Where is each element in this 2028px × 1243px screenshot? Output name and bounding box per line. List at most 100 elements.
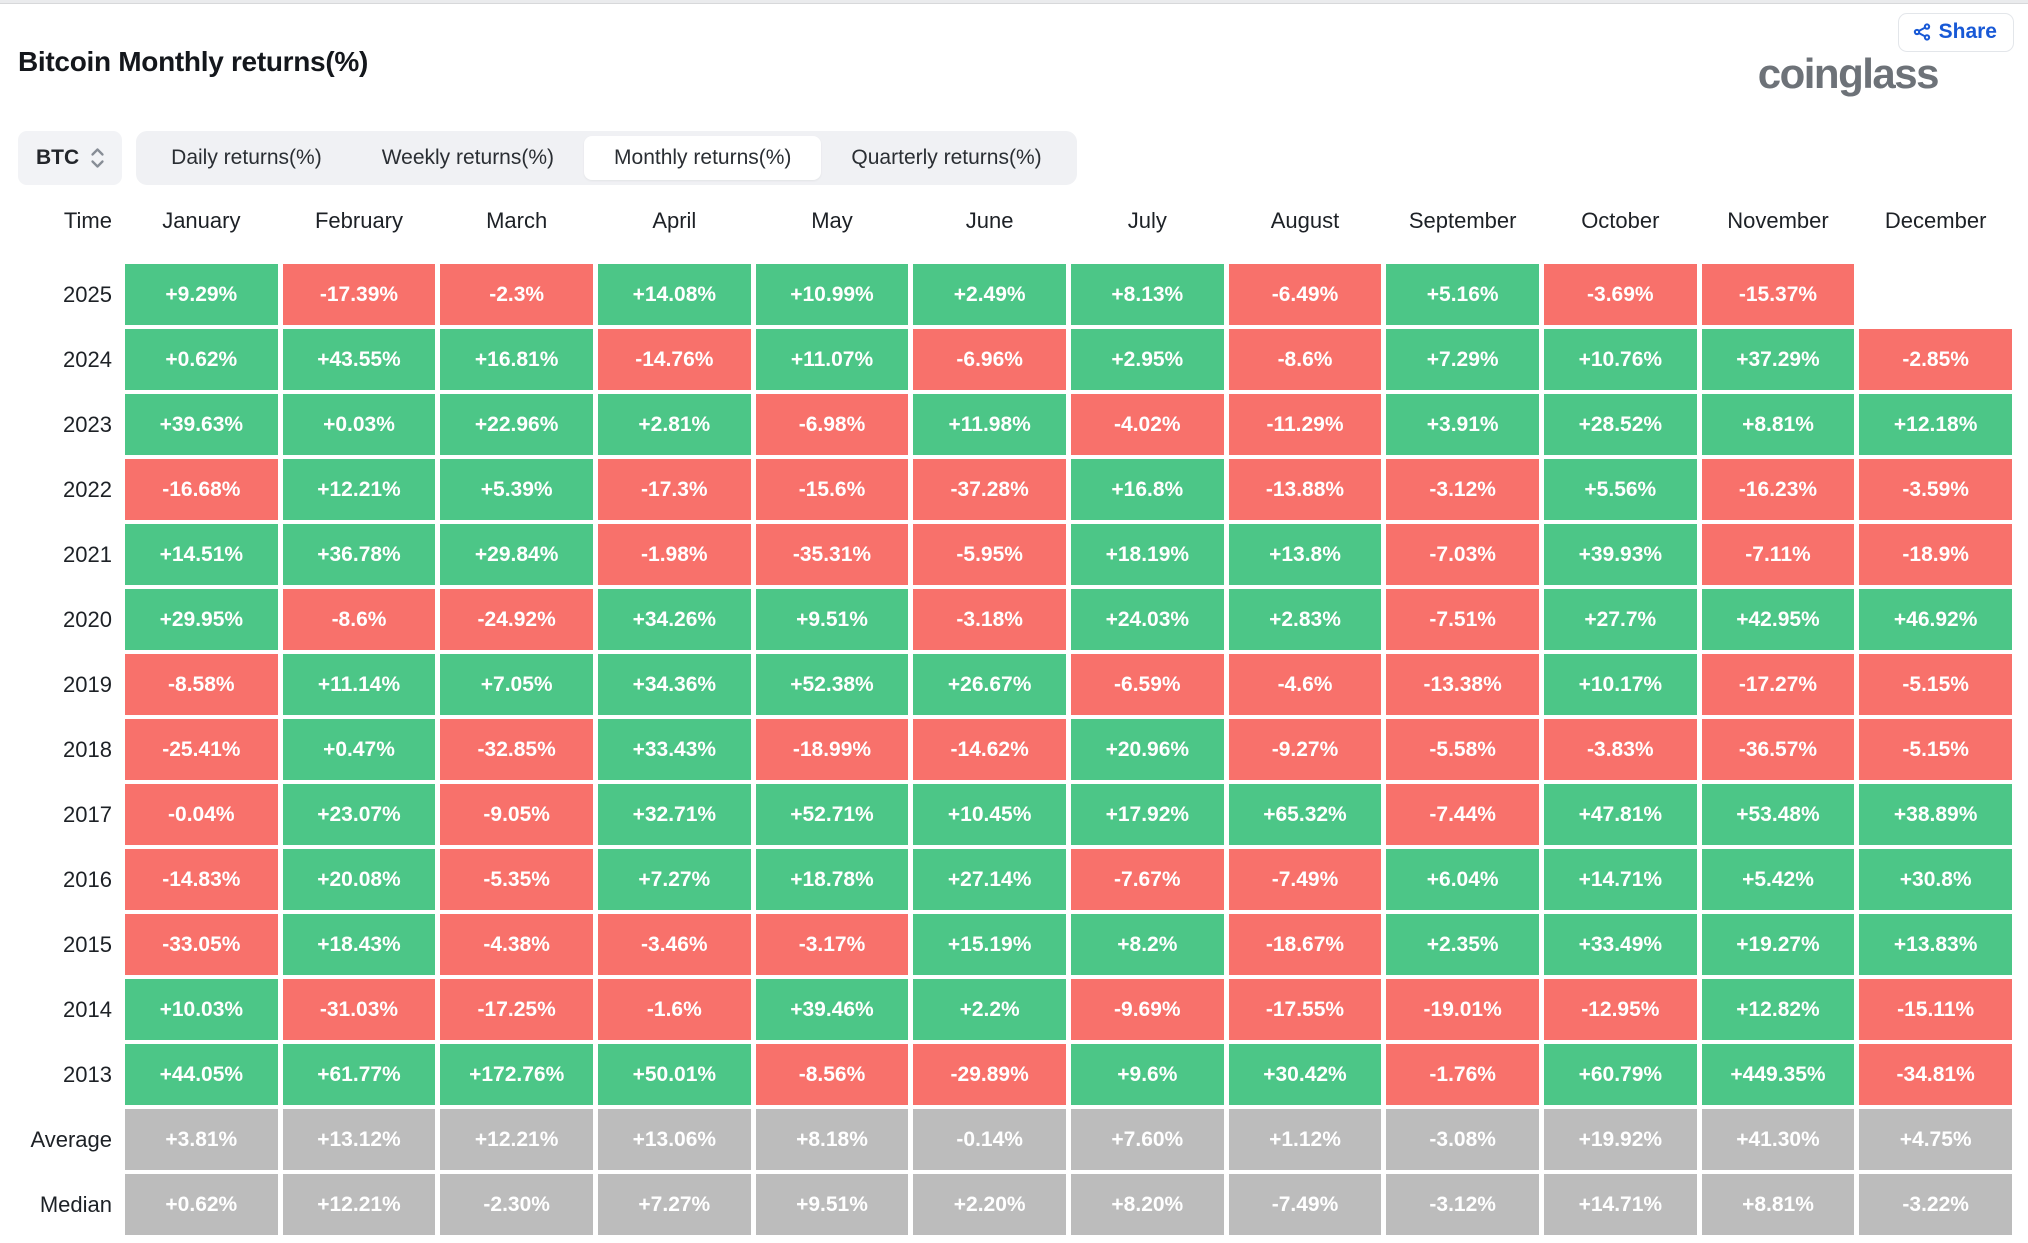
return-cell: +10.17% xyxy=(1544,654,1697,715)
return-cell: -13.38% xyxy=(1386,654,1539,715)
return-cell: +34.26% xyxy=(598,589,751,650)
column-header-april: April xyxy=(652,208,697,233)
return-cell: +4.75% xyxy=(1859,1109,2012,1170)
return-cell: +34.36% xyxy=(598,654,751,715)
return-cell: +61.77% xyxy=(282,1044,436,1105)
return-cell: -6.49% xyxy=(1228,264,1382,325)
return-cell: -32.85% xyxy=(440,719,593,780)
return-cell: -2.30% xyxy=(440,1174,593,1235)
row-label-2014: 2014 xyxy=(63,996,112,1022)
return-cell: +36.78% xyxy=(282,524,436,585)
return-cell: +39.93% xyxy=(1544,524,1697,585)
row-label-2021: 2021 xyxy=(63,541,112,567)
return-cell: -17.27% xyxy=(1701,654,1855,715)
return-cell: +13.8% xyxy=(1228,524,1382,585)
return-cell: -3.12% xyxy=(1386,459,1539,520)
return-cell: +2.83% xyxy=(1228,589,1382,650)
return-cell: +172.76% xyxy=(440,1044,593,1105)
row-label-2015: 2015 xyxy=(63,931,112,957)
return-cell: +18.43% xyxy=(282,914,436,975)
return-cell: +0.62% xyxy=(125,329,278,390)
tab-weekly-returns[interactable]: Weekly returns(%) xyxy=(381,146,555,169)
symbol-select[interactable]: BTC xyxy=(18,131,123,185)
return-cell: +449.35% xyxy=(1701,1044,1855,1105)
return-cell: +27.14% xyxy=(913,849,1066,910)
row-label-average: Average xyxy=(30,1126,112,1152)
return-cell: -4.6% xyxy=(1228,654,1382,715)
return-cell: +7.27% xyxy=(598,849,751,910)
return-cell: +33.49% xyxy=(1544,914,1697,975)
return-cell: -15.37% xyxy=(1701,264,1855,325)
page-title: Bitcoin Monthly returns(%) xyxy=(18,46,368,77)
return-cell: +38.89% xyxy=(1859,784,2012,845)
return-cell: -3.83% xyxy=(1544,719,1697,780)
return-cell: +1.12% xyxy=(1228,1109,1382,1170)
return-cell: -3.22% xyxy=(1859,1174,2012,1235)
return-cell: +2.35% xyxy=(1386,914,1539,975)
chevron-updown-icon xyxy=(89,146,106,170)
return-cell: -3.08% xyxy=(1386,1109,1539,1170)
return-cell: +7.29% xyxy=(1386,329,1539,390)
row-label-2020: 2020 xyxy=(63,606,112,632)
return-cell: -9.05% xyxy=(440,784,593,845)
row-label-2023: 2023 xyxy=(63,411,112,437)
coinglass-logo: coinglass xyxy=(1757,50,1940,97)
return-cell: -1.98% xyxy=(598,524,751,585)
return-cell: +5.42% xyxy=(1701,849,1855,910)
row-label-2016: 2016 xyxy=(63,866,112,892)
return-cell: -4.38% xyxy=(440,914,593,975)
return-cell: -5.15% xyxy=(1859,719,2012,780)
column-header-november: November xyxy=(1727,208,1829,233)
return-cell: +23.07% xyxy=(282,784,436,845)
return-cell: +39.63% xyxy=(125,394,278,455)
return-cell: +8.81% xyxy=(1701,1174,1855,1235)
return-cell: -7.11% xyxy=(1701,524,1855,585)
return-cell: +28.52% xyxy=(1544,394,1697,455)
return-cell: -16.23% xyxy=(1701,459,1855,520)
return-cell: +39.46% xyxy=(755,979,909,1040)
return-cell: +8.2% xyxy=(1071,914,1224,975)
column-header-december: December xyxy=(1884,208,1987,233)
return-cell: -33.05% xyxy=(125,914,278,975)
column-header-july: July xyxy=(1127,208,1167,233)
return-cell: +2.2% xyxy=(913,979,1066,1040)
return-cell: +13.12% xyxy=(282,1109,436,1170)
row-label-2024: 2024 xyxy=(63,346,112,372)
return-cell: +10.76% xyxy=(1544,329,1697,390)
return-cell: -15.11% xyxy=(1859,979,2012,1040)
top-strip xyxy=(0,0,2028,4)
tab-monthly-returns[interactable]: Monthly returns(%) xyxy=(584,136,822,180)
return-cell: -9.69% xyxy=(1071,979,1224,1040)
return-cell: +44.05% xyxy=(125,1044,278,1105)
return-cell: -16.68% xyxy=(125,459,278,520)
return-cell: -17.3% xyxy=(598,459,751,520)
return-cell: +12.21% xyxy=(440,1109,593,1170)
return-cell: -3.18% xyxy=(913,589,1066,650)
share-button[interactable]: Share xyxy=(1897,13,2014,52)
column-header-may: May xyxy=(811,208,853,233)
column-header-october: October xyxy=(1581,208,1660,233)
return-cell: +30.8% xyxy=(1859,849,2012,910)
column-header-february: February xyxy=(314,208,404,233)
return-cell: -35.31% xyxy=(755,524,909,585)
column-header-september: September xyxy=(1408,208,1517,233)
return-cell: -5.58% xyxy=(1386,719,1539,780)
return-cell: -6.59% xyxy=(1071,654,1224,715)
return-cell: +9.51% xyxy=(755,1174,909,1235)
return-cell: +29.84% xyxy=(440,524,593,585)
return-cell: -1.76% xyxy=(1386,1044,1539,1105)
return-cell: +41.30% xyxy=(1701,1109,1855,1170)
return-cell: +17.92% xyxy=(1071,784,1224,845)
return-cell: +52.71% xyxy=(755,784,909,845)
return-cell: -12.95% xyxy=(1544,979,1697,1040)
return-cell: -31.03% xyxy=(282,979,436,1040)
return-cell: +2.20% xyxy=(913,1174,1066,1235)
tab-quarterly-returns[interactable]: Quarterly returns(%) xyxy=(851,146,1042,169)
return-cell: -15.6% xyxy=(755,459,909,520)
tab-daily-returns[interactable]: Daily returns(%) xyxy=(171,146,322,169)
return-cell: -3.17% xyxy=(755,914,909,975)
row-label-2022: 2022 xyxy=(63,476,112,502)
return-cell: +5.56% xyxy=(1544,459,1697,520)
return-cell: -18.67% xyxy=(1228,914,1382,975)
return-cell: +8.13% xyxy=(1071,264,1224,325)
